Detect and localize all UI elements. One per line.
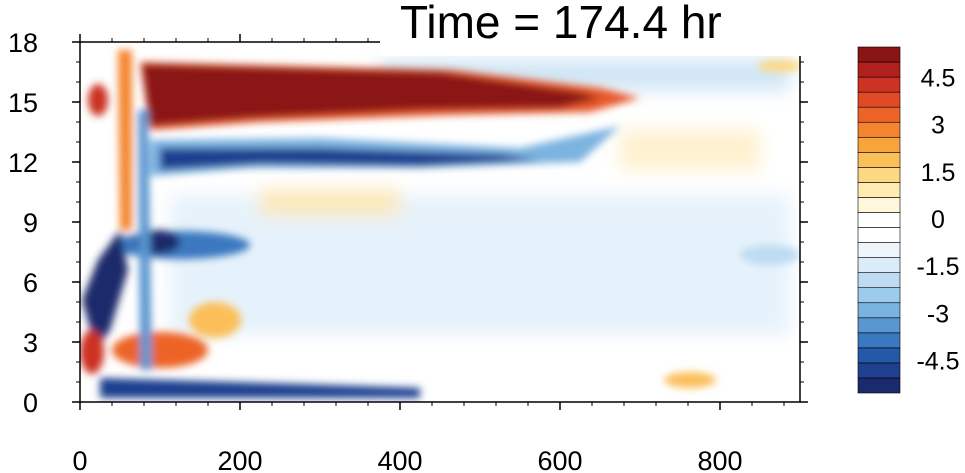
colorbar-swatch (857, 136, 901, 153)
field-blue-patch (110, 231, 250, 259)
field-orange-patch (112, 332, 208, 368)
colorbar-swatch (857, 332, 901, 349)
colorbar-tick-labels: 4.5 3 1.5 0 -1.5 -3 -4.5 (916, 64, 959, 375)
field-light-orange-patch (620, 130, 760, 170)
y-tick-label: 0 (23, 388, 38, 418)
axis-tick-labels: 0 200 400 600 800 0 3 6 9 12 15 18 (8, 28, 743, 473)
colorbar-tick-label: -1.5 (916, 253, 959, 281)
colorbar-swatch (857, 152, 901, 168)
field-vertical-red-stripe (118, 50, 132, 230)
field-right-blue (740, 245, 800, 265)
x-tick-label: 200 (217, 446, 262, 473)
contour-field (80, 50, 800, 398)
field-blue-band (160, 148, 540, 170)
colorbar-swatch (857, 242, 901, 258)
colorbar-swatch (857, 167, 901, 183)
colorbar-swatch (857, 76, 901, 93)
colorbar-tick-label: 3 (931, 112, 945, 140)
colorbar-swatch (857, 197, 901, 213)
colorbar-swatch (857, 362, 901, 379)
field-left-blue (82, 230, 128, 350)
y-tick-label: 15 (8, 88, 38, 118)
field-light-blue-wash (170, 195, 790, 335)
colorbar-tick-label: -3 (927, 300, 949, 328)
colorbar-swatch (857, 257, 901, 273)
y-tick-label: 9 (23, 208, 38, 238)
colorbar-swatch (857, 91, 901, 108)
colorbar-tick-label: 1.5 (921, 159, 956, 187)
field-left-red-upper (88, 84, 108, 116)
colorbar-swatch (857, 61, 901, 78)
colorbar-swatch (857, 302, 901, 319)
x-tick-label: 0 (72, 446, 87, 473)
colorbar-swatch (857, 347, 901, 364)
colorbar-swatch (857, 377, 901, 394)
field-bottom-blue-band (100, 378, 420, 398)
y-tick-label: 18 (8, 28, 38, 58)
colorbar-swatch (857, 121, 901, 138)
y-tick-label: 6 (23, 268, 38, 298)
field-light-orange-band (260, 190, 400, 215)
colorbar-tick-label: 0 (931, 206, 945, 234)
field-red-band (142, 64, 600, 126)
colorbar-swatch (857, 227, 901, 243)
field-right-orange (664, 372, 716, 388)
colorbar-swatch (857, 317, 901, 334)
field-left-red (80, 330, 104, 374)
colorbar-swatch (857, 287, 901, 304)
x-tick-label: 800 (697, 446, 742, 473)
field-right-top-orange (758, 60, 800, 72)
colorbar-tick-label: 4.5 (921, 64, 956, 92)
colorbar-swatch (857, 106, 901, 123)
chart-title: Time = 174.4 hr (400, 0, 722, 48)
y-tick-label: 12 (8, 148, 38, 178)
colorbar-tick-label: -4.5 (916, 348, 959, 376)
colorbar-swatch (857, 212, 901, 228)
axis-ticks (72, 34, 808, 410)
x-tick-label: 600 (537, 446, 582, 473)
colorbar (857, 46, 901, 394)
x-tick-label: 400 (377, 446, 422, 473)
y-tick-label: 3 (23, 328, 38, 358)
title-backing (380, 0, 830, 56)
colorbar-swatch (857, 272, 901, 288)
colorbar-swatch (857, 46, 901, 63)
field-vertical-blue-stripe (138, 110, 152, 370)
colorbar-swatch (857, 182, 901, 198)
field-orange-patch-2 (189, 302, 241, 338)
